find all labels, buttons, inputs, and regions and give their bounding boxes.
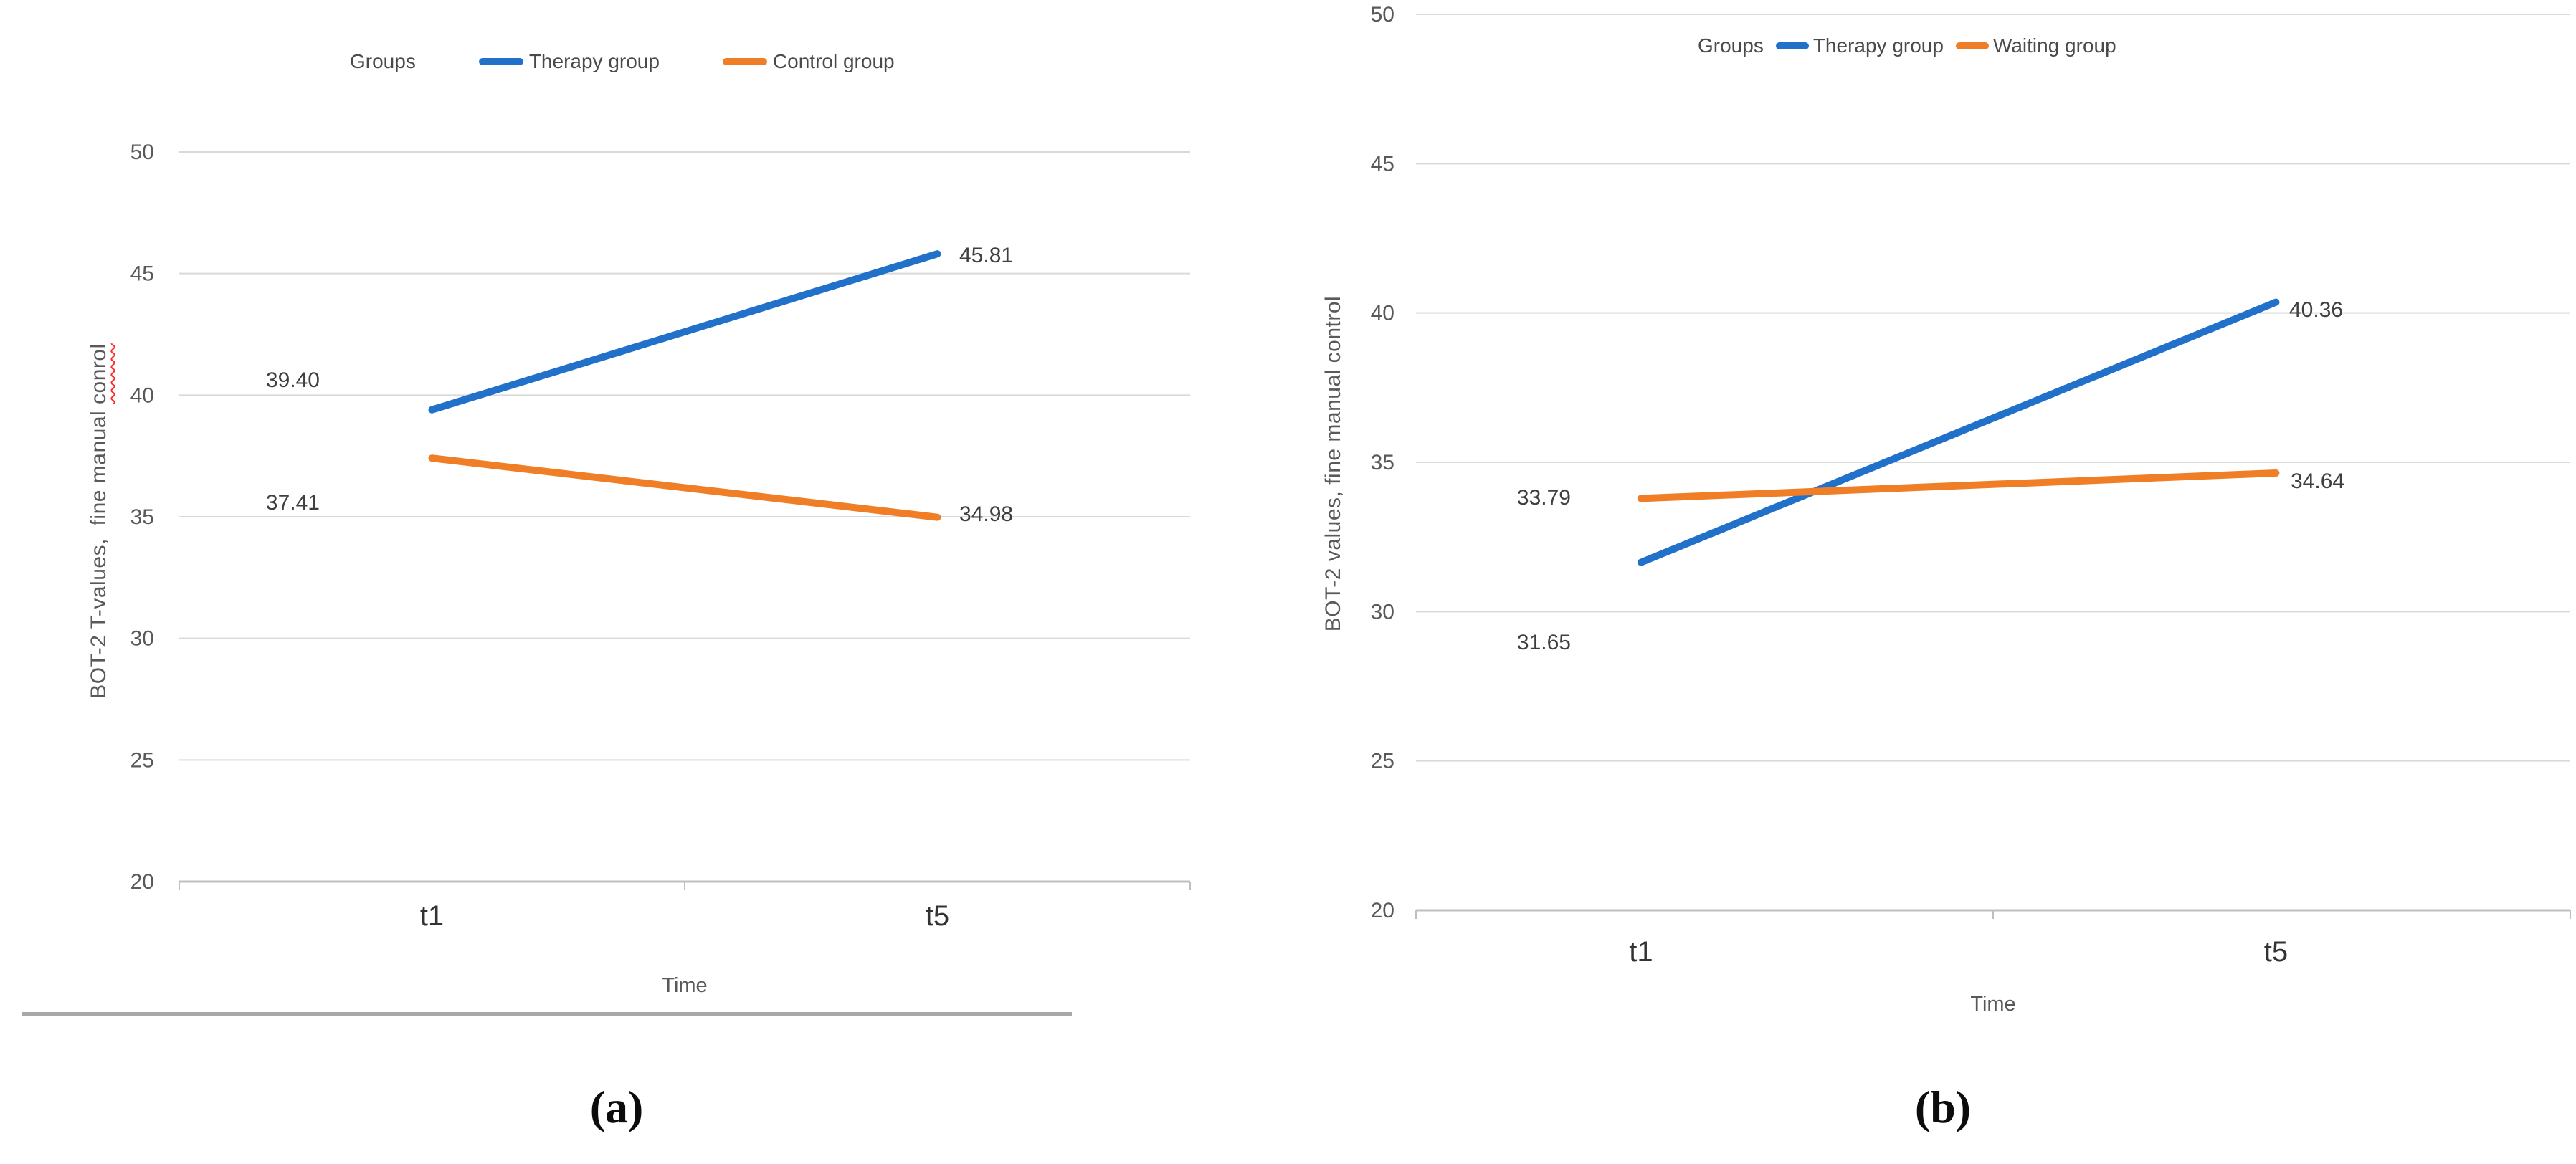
legend-line-swatch-icon: [722, 58, 767, 65]
chart-b-canvas: 50 45 40 35 30 25 20 31.65 40.36 33.79 34.64 t1 t5 Ti…: [1371, 3, 2571, 1016]
legend-item-therapy-group: Therapy group: [478, 50, 660, 73]
data-label: 37.41: [266, 491, 320, 515]
data-label: 40.36: [2289, 298, 2343, 322]
legend-line-swatch-icon: [1955, 42, 1989, 49]
y-tick-label: 50: [130, 140, 154, 164]
y-tick-label: 20: [1371, 899, 1394, 922]
data-label: 34.98: [959, 502, 1013, 526]
y-tick-label: 25: [1371, 750, 1394, 773]
y-axis-title-misspelled-word: conrol: [87, 343, 110, 404]
y-tick-label: 45: [130, 262, 154, 286]
legend-item-therapy-group: Therapy group: [1775, 34, 1944, 57]
y-tick-label: 50: [1371, 3, 1394, 27]
y-axis-title: BOT-2 values, fine manual control: [1321, 213, 1346, 715]
x-category-label: t1: [420, 900, 444, 932]
x-category-label: t5: [926, 900, 949, 932]
figure-b: 50 45 40 35 30 25 20 31.65 40.36 33.79 34.64 t1 t5 Ti…: [1285, 0, 2576, 1164]
y-tick-label: 20: [130, 870, 154, 894]
y-tick-label: 45: [1371, 152, 1394, 176]
legend-item-label: Waiting group: [1992, 34, 2116, 57]
y-tick-label: 35: [130, 505, 154, 529]
legend-title: Groups: [350, 50, 416, 72]
series-line-waiting-group: [1637, 469, 2280, 502]
series-line-therapy-group: [428, 250, 941, 414]
separator-line: [22, 1012, 1072, 1016]
y-axis-title: BOT-2 T-values, fine manual conrol: [87, 270, 111, 772]
legend-item-waiting-group: Waiting group: [1955, 34, 2116, 57]
y-axis-title-text: BOT-2 values, fine manual control: [1321, 295, 1345, 632]
legend-line-swatch-icon: [1775, 42, 1809, 49]
y-tick-label: 40: [1371, 302, 1394, 325]
chart-b-legend: Groups Therapy group Waiting group: [1698, 34, 2116, 57]
legend-item-control-group: Control group: [722, 50, 895, 73]
x-category-label: t1: [1629, 936, 1653, 968]
y-tick-label: 35: [1371, 451, 1394, 474]
caption-b: (b): [1914, 1082, 1972, 1132]
x-category-label: t5: [2264, 936, 2288, 968]
series-line-control-group: [428, 454, 941, 521]
x-axis-title: Time: [1970, 993, 2015, 1016]
chart-a-canvas: 50 45 40 35 30 25 20 39.40 45.81 37.41 34.98 t1 t5 Ti…: [130, 140, 1191, 997]
series-line-therapy-group: [1637, 298, 2280, 566]
y-tick-label: 40: [130, 383, 154, 407]
legend-line-swatch-icon: [478, 58, 523, 65]
chart-a-legend: Groups Therapy group Control group: [350, 50, 895, 73]
data-label: 39.40: [266, 368, 320, 392]
data-label: 33.79: [1517, 486, 1571, 510]
caption-a: (a): [589, 1082, 644, 1132]
figure-a: 50 45 40 35 30 25 20 39.40 45.81 37.41 34.98 t1 t5 Ti…: [0, 0, 1285, 1164]
y-tick-label: 30: [130, 627, 154, 651]
x-axis-title: Time: [662, 974, 707, 997]
y-tick-label: 30: [1371, 600, 1394, 624]
y-axis-title-text: BOT-2 T-values, fine manual: [87, 404, 110, 699]
legend-item-label: Therapy group: [528, 50, 660, 72]
legend-title: Groups: [1698, 34, 1764, 57]
data-label: 34.64: [2291, 469, 2344, 493]
legend-item-label: Therapy group: [1812, 34, 1944, 57]
legend-item-label: Control group: [772, 50, 895, 72]
data-label: 45.81: [959, 244, 1013, 267]
y-tick-label: 25: [130, 748, 154, 772]
data-label: 31.65: [1517, 631, 1571, 654]
